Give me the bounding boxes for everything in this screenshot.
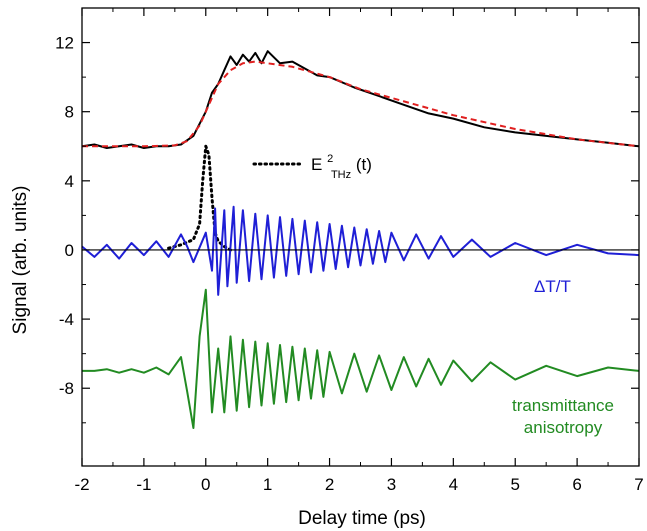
x-tick-label: 7 (634, 475, 643, 494)
legend-symbol: E (311, 155, 322, 174)
y-tick-label: -8 (59, 379, 74, 398)
black-signal-line (81, 50, 640, 149)
delta-t-line (81, 205, 640, 296)
red-fit-line (82, 60, 640, 148)
x-tick-label: 3 (387, 475, 396, 494)
e2-thz-line (167, 144, 232, 252)
legend: E 2 THz (t) (252, 147, 372, 182)
x-tick-label: 0 (201, 475, 210, 494)
legend-suffix: (t) (356, 155, 372, 174)
x-tick-label: 6 (572, 475, 581, 494)
y-tick-label: 12 (55, 34, 74, 53)
anisotropy-line (82, 288, 640, 429)
x-tick-label: 2 (325, 475, 334, 494)
x-tick-label: 1 (263, 475, 272, 494)
annotation-transmittance: transmittance (512, 396, 614, 415)
annotation-anisotropy: anisotropy (524, 418, 603, 437)
annotation-delta-t: ΔT/T (534, 277, 571, 296)
x-tick-label: -2 (74, 475, 89, 494)
y-tick-label: 0 (65, 241, 74, 260)
x-tick-label: -1 (136, 475, 151, 494)
x-axis-label: Delay time (ps) (298, 508, 426, 529)
x-tick-label: 5 (510, 475, 519, 494)
y-tick-label: 4 (65, 172, 74, 191)
legend-subscript: THz (331, 169, 351, 181)
y-axis-label: Signal (arb. units) (10, 186, 31, 335)
x-tick-label: 4 (449, 475, 458, 494)
legend-superscript: 2 (327, 153, 333, 165)
legend-label: E 2 THz (t) (311, 147, 372, 182)
plot-lines (81, 50, 640, 429)
y-tick-label: -4 (59, 310, 74, 329)
y-tick-label: 8 (65, 103, 74, 122)
